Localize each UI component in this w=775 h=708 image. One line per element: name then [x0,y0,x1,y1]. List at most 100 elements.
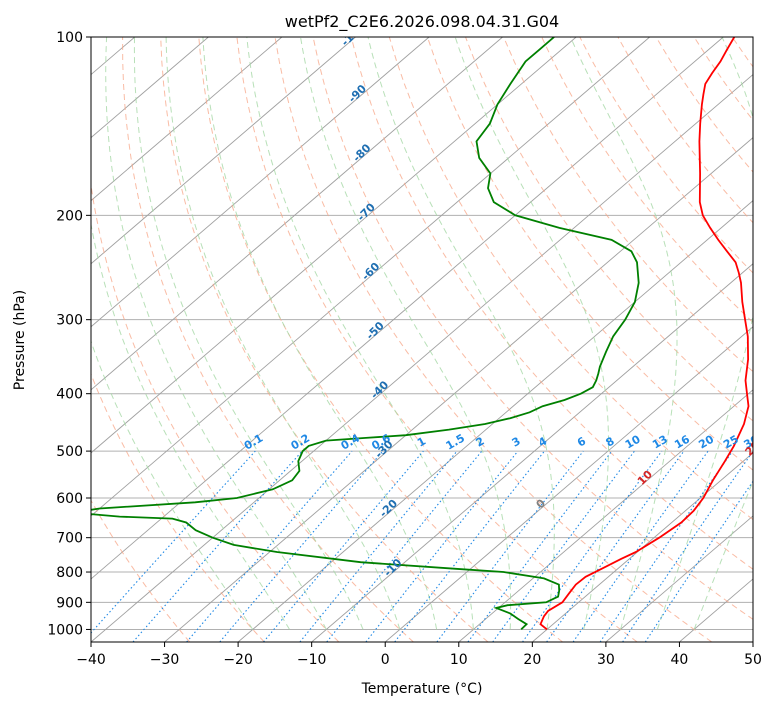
mixing-ratio-line [644,480,753,642]
dry-adiabat-line [274,37,713,642]
y-tick-label: 600 [56,491,83,507]
mixing-ratio-line [394,450,545,642]
temperature-profile-line [539,37,750,631]
y-axis-ticks: 1000 900 800 700 600 500 400 300 200 100 [47,30,91,638]
y-tick-label: 400 [56,387,83,403]
x-tick-label: −10 [297,652,327,668]
mixing-ratio-line [522,450,663,642]
mixing-ratio-label: 6 [575,434,588,449]
mixing-ratio-line [186,450,353,642]
chart-title: wetPf2_C2E6.2026.098.04.31.G04 [285,12,559,32]
isotherm-line [91,37,503,391]
moist-adiabat-line [454,37,609,630]
mixing-ratio-line [467,450,613,642]
dry-adiabat-line [198,37,563,642]
isotherm-line [458,389,753,642]
dry-adiabat-line [770,37,775,642]
isotherm-line [91,37,650,517]
moist-adiabat-line [693,479,753,630]
moist-adiabat-line [367,37,555,630]
y-tick-label: 900 [56,595,83,611]
mixing-ratio-label: 0.2 [289,432,312,453]
dry-adiabat-line [312,37,753,620]
x-axis-ticks: −40 −30 −20 −10 0 10 20 30 40 50 [76,642,762,668]
isotherm-line [0,37,61,642]
isotherm-line [91,37,209,139]
isotherm-line [752,641,753,642]
isotherm-label: -10 [381,556,404,579]
isotherm-line [91,37,283,202]
isotherm-line [91,37,430,328]
y-tick-label: 500 [56,444,83,460]
moist-adiabat-line [300,37,512,630]
isobar-grid [91,37,753,630]
isotherm-label: -100 [339,20,368,49]
moist-adiabat-line [91,339,254,630]
isotherm-label: -60 [359,260,382,283]
moist-adiabat-line [202,37,438,630]
x-tick-label: 20 [523,652,541,668]
mixing-ratio-line [299,450,458,642]
isotherm-grid [0,37,753,642]
y-tick-label: 800 [56,565,83,581]
dry-adiabat-line [350,37,753,570]
dry-adiabat-line [617,37,753,224]
mixing-ratio-label: 16 [672,432,692,451]
mixing-ratio-lines [91,450,753,642]
isotherm-line [679,578,753,642]
isotherm-line [532,452,753,642]
isotherm-label: -40 [368,378,391,401]
dry-adiabat-line [388,37,753,521]
mixing-ratio-line [132,450,303,642]
line-labels: 0.1 0.2 0.4 0.6 1 1.5 2 3 4 6 8 10 13 16 20 25 30 36-100-… [242,20,763,579]
isotherm-label: -80 [350,141,373,164]
dry-adiabats [91,37,775,642]
dry-adiabat-line [655,37,753,173]
moist-adiabat-line [105,37,327,630]
moist-adiabat-line [165,37,401,630]
dry-adiabat-line [91,372,265,642]
isotherm-label: -90 [346,82,369,105]
mixing-ratio-line [263,450,424,642]
isotherm-label: -50 [364,319,387,342]
mixing-ratio-label: 30 [742,432,762,451]
y-tick-label: 300 [56,313,83,329]
y-axis-label: Pressure (hPa) [12,290,28,390]
mixing-ratio-line [546,450,685,642]
x-tick-label: 40 [671,652,689,668]
x-tick-label: 30 [597,652,615,668]
x-tick-label: 0 [381,652,390,668]
mixing-ratio-label: 2 [473,435,486,450]
dewpoint-profile-line [91,37,640,631]
profile-lines [91,37,750,631]
y-tick-label: 700 [56,531,83,547]
dry-adiabat-line [160,37,489,642]
isotherm-line [91,37,356,265]
dry-adiabat-line [426,37,753,471]
x-axis-label: Temperature (°C) [361,681,483,697]
mixing-ratio-line [572,450,709,642]
moist-adiabats [91,37,753,630]
plot-frame [90,36,754,643]
isotherm-line [311,263,753,642]
dry-adiabat-line [91,181,340,642]
moist-adiabat-line [246,37,474,630]
mixing-ratio-line [91,450,256,634]
dry-adiabat-line [541,37,753,324]
mixing-ratio-label: 0.4 [339,431,363,452]
isotherm-line [91,73,753,642]
x-tick-label: 50 [744,652,762,668]
x-tick-label: −20 [223,652,253,668]
isotherm-line [237,200,753,642]
mixing-ratio-line [492,450,635,642]
dry-adiabat-line [91,499,191,642]
dry-adiabat-line [122,37,414,642]
isotherm-line [384,326,753,642]
mixing-ratio-label: 3 [510,435,523,450]
isotherm-line [605,515,753,642]
x-tick-label: −30 [150,652,180,668]
y-tick-label: 100 [56,30,83,46]
isotherm-label: 20 [743,438,763,458]
y-tick-label: 1000 [47,622,83,638]
